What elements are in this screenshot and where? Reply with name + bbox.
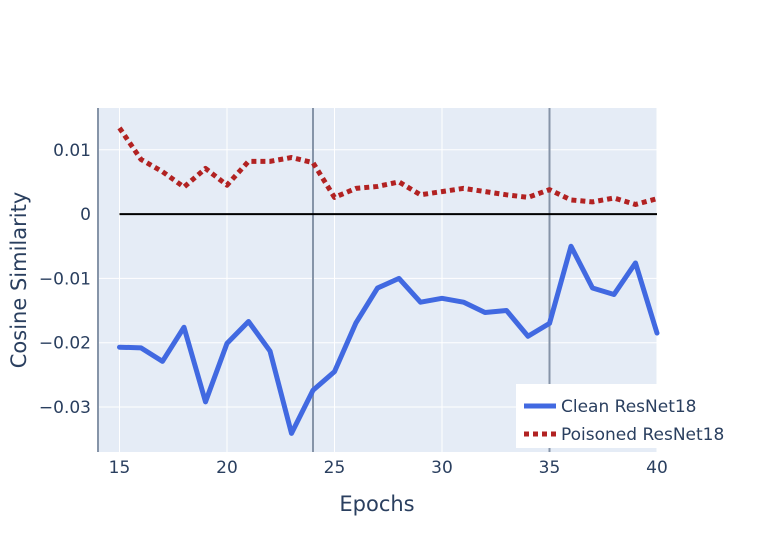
x-tick-label: 35 (539, 458, 561, 478)
series-layer (117, 126, 660, 436)
y-tick-label: −0.03 (39, 398, 91, 418)
y-axis-title: Cosine Similarity (7, 192, 31, 368)
x-tick-label: 40 (646, 458, 668, 478)
x-tick-labels: 15 20 25 30 35 40 (109, 458, 668, 478)
legend-label-2: Poisoned ResNet18 (561, 425, 724, 445)
legend-background (516, 384, 742, 448)
y-tick-label: 0.01 (53, 141, 91, 161)
series-line-1 (117, 243, 660, 436)
y-tick-label: 0 (80, 205, 91, 225)
x-tick-label: 25 (324, 458, 346, 478)
legend: Clean ResNet18 Poisoned ResNet18 (516, 384, 742, 448)
legend-label-1: Clean ResNet18 (561, 397, 697, 417)
x-tick-label: 20 (216, 458, 238, 478)
x-tick-label: 30 (431, 458, 453, 478)
y-tick-labels: 0.01 0 −0.01 −0.02 −0.03 (39, 141, 91, 418)
series-line-2 (117, 126, 658, 207)
y-tick-label: −0.01 (39, 269, 91, 289)
x-axis-title: Epochs (339, 492, 414, 516)
y-tick-label: −0.02 (39, 334, 91, 354)
x-tick-label: 15 (109, 458, 131, 478)
